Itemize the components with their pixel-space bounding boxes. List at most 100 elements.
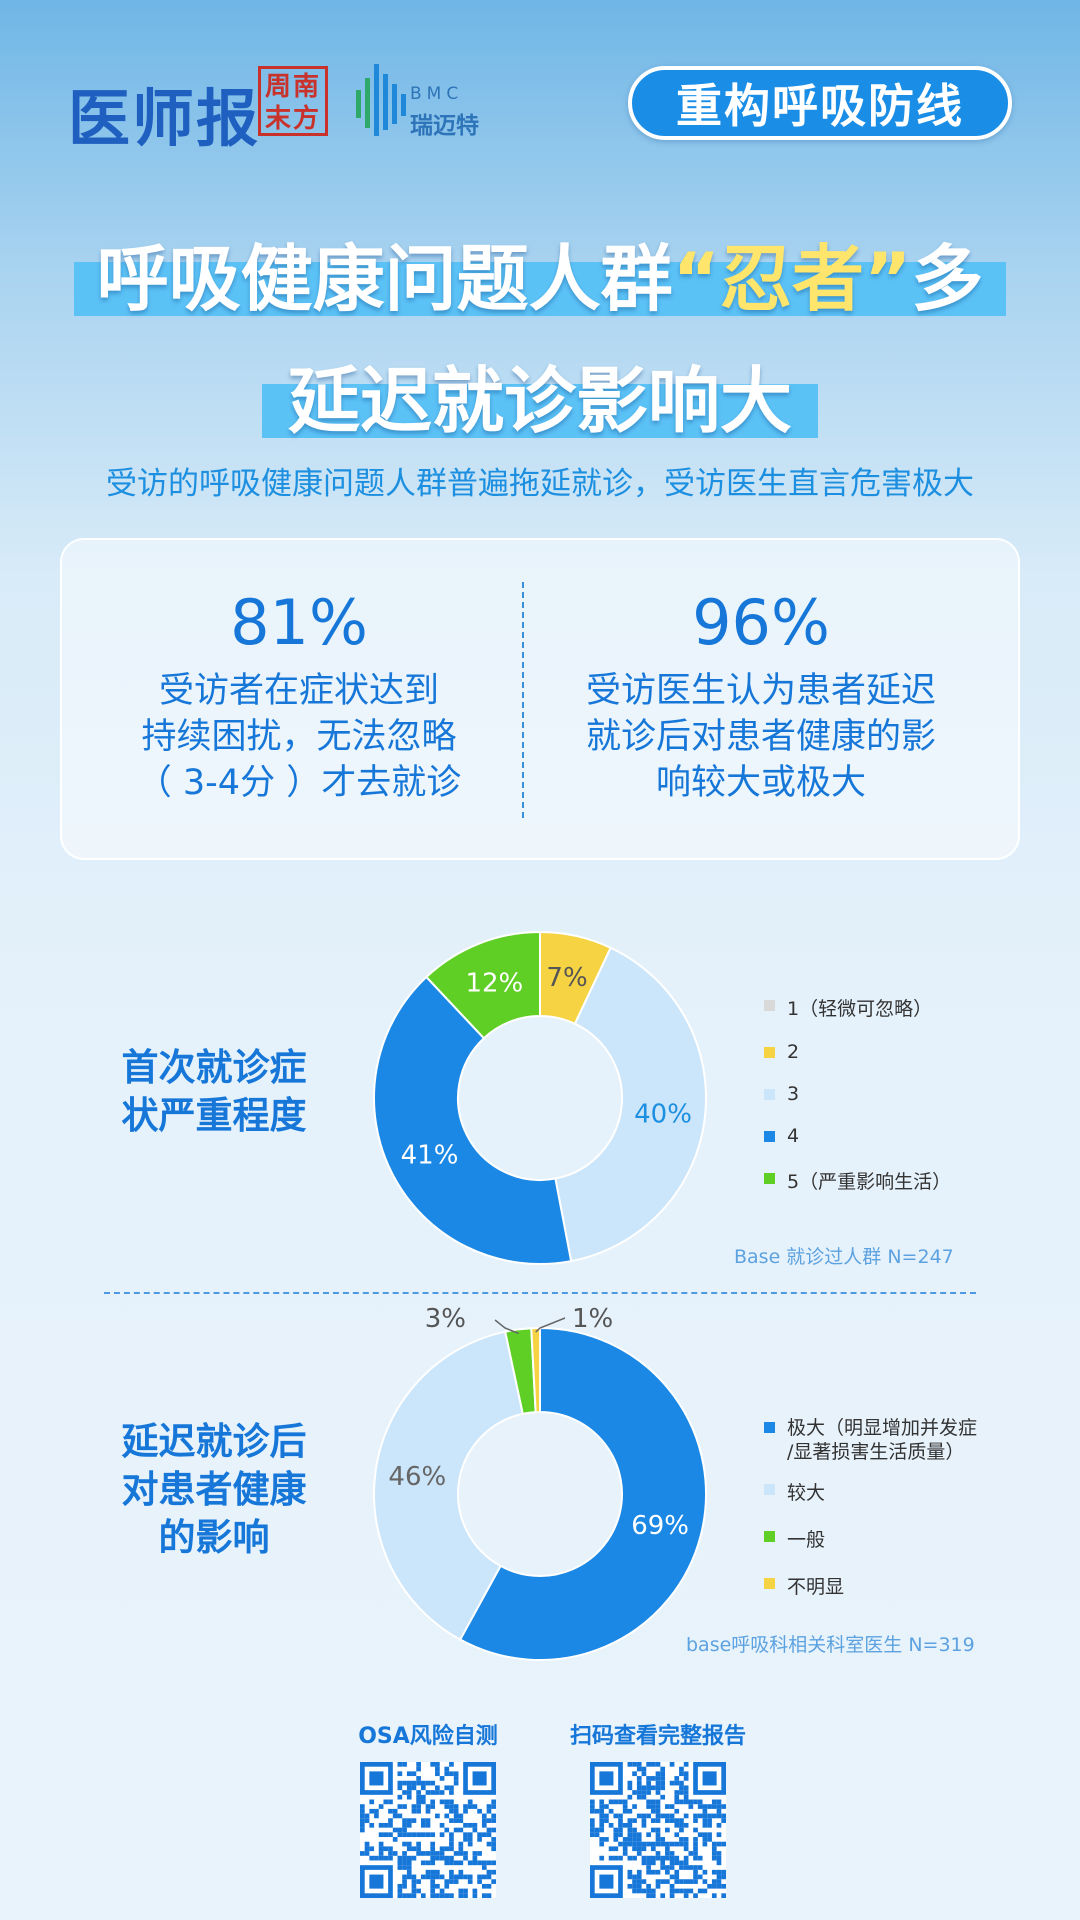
qr-module: [688, 1888, 694, 1894]
qr-module: [711, 1813, 717, 1819]
qr-module: [618, 1818, 623, 1823]
qr-module: [707, 1832, 712, 1838]
qr-module: [453, 1771, 459, 1777]
qr-module: [674, 1794, 680, 1800]
qr-module: [636, 1785, 642, 1791]
qr-module: [646, 1780, 651, 1786]
qr-module: [449, 1855, 454, 1861]
qr-module: [416, 1851, 421, 1856]
qr-module: [481, 1893, 487, 1898]
legend-swatch: [764, 1131, 775, 1142]
slice-label: 7%: [546, 963, 587, 993]
chart2-legend-item: 极大（明显增加并发症/显著损害生活质量）: [764, 1416, 977, 1464]
qr-module: [420, 1799, 426, 1805]
qr-module: [636, 1851, 642, 1856]
qr-module: [650, 1860, 656, 1866]
qr-module: [406, 1869, 412, 1875]
qr-module: [660, 1771, 666, 1777]
qr-module: [721, 1893, 726, 1898]
qr-module: [636, 1883, 642, 1889]
qr-code-icon[interactable]: [360, 1762, 496, 1898]
qr-module: [716, 1799, 722, 1805]
qr-module: [463, 1832, 468, 1838]
qr-module: [472, 1822, 478, 1828]
qr-module: [641, 1813, 647, 1819]
qr-module: [360, 1813, 365, 1819]
qr-module: [430, 1841, 436, 1847]
qr-module: [599, 1799, 605, 1805]
qr-module: [683, 1813, 689, 1819]
qr-module: [397, 1888, 403, 1894]
qr-module: [590, 1799, 595, 1805]
qr-module: [411, 1804, 417, 1809]
qr-module: [650, 1762, 656, 1767]
logo-bmc-cn: 瑞迈特: [410, 113, 479, 139]
qr-module: [472, 1804, 478, 1809]
qr-module: [383, 1799, 389, 1805]
qr-module: [406, 1841, 412, 1847]
qr-module: [650, 1841, 656, 1847]
qr-module: [622, 1846, 628, 1852]
qr-module: [660, 1785, 666, 1791]
chart2-legend-item: 不明显: [764, 1572, 977, 1599]
chart1-title-line: 状严重程度: [121, 1094, 307, 1137]
qr-label-report: 扫码查看完整报告: [569, 1724, 746, 1749]
qr-module: [660, 1813, 666, 1819]
qr-module: [486, 1883, 492, 1889]
qr-module: [627, 1883, 633, 1889]
qr-module: [632, 1883, 637, 1889]
qr-module: [444, 1893, 450, 1898]
qr-module: [458, 1841, 464, 1847]
qr-module: [711, 1855, 717, 1861]
qr-module: [463, 1822, 468, 1828]
qr-module: [669, 1855, 675, 1861]
qr-module: [683, 1822, 689, 1828]
qr-module: [627, 1869, 633, 1875]
qr-module: [360, 1804, 365, 1809]
qr-module: [467, 1841, 473, 1847]
qr-module: [594, 1832, 600, 1838]
qr-code-icon[interactable]: [590, 1762, 726, 1898]
qr-module: [679, 1799, 684, 1805]
qr-module: [449, 1790, 454, 1795]
qr-module: [674, 1822, 680, 1828]
qr-module: [430, 1762, 436, 1767]
qr-module: [430, 1893, 436, 1898]
qr-module: [397, 1780, 403, 1786]
legend-swatch: [764, 1173, 775, 1184]
qr-module: [481, 1883, 487, 1889]
logo-seal: 周南末方: [258, 66, 328, 136]
qr-module: [608, 1799, 614, 1805]
qr-module: [416, 1799, 421, 1805]
qr-module: [430, 1888, 436, 1894]
qr-module: [453, 1804, 459, 1809]
qr-module: [397, 1785, 403, 1791]
qr-module: [388, 1851, 393, 1856]
legend-label: 一般: [787, 1529, 826, 1551]
qr-module: [430, 1879, 436, 1884]
qr-module: [439, 1822, 445, 1828]
qr-module: [716, 1822, 722, 1828]
leader-line: [494, 1319, 519, 1335]
qr-module: [411, 1883, 417, 1889]
qr-module: [406, 1860, 412, 1866]
qr-module: [697, 1888, 703, 1894]
qr-module: [449, 1860, 454, 1866]
qr-module: [486, 1893, 492, 1898]
qr-module: [655, 1776, 661, 1781]
qr-module: [402, 1790, 407, 1795]
donut-slice: [373, 1330, 524, 1641]
qr-module: [702, 1832, 708, 1838]
qr-module: [660, 1860, 666, 1866]
qr-module: [721, 1869, 726, 1875]
subtitle: 受访的呼吸健康问题人群普遍拖延就诊，受访医生直言危害极大: [106, 466, 974, 502]
chart2-base-note: base呼吸科相关科室医生 N=319: [686, 1634, 975, 1656]
qr-module: [397, 1804, 403, 1809]
qr-module: [472, 1893, 478, 1898]
qr-module: [683, 1785, 689, 1791]
qr-module: [430, 1846, 436, 1852]
qr-module: [411, 1832, 417, 1838]
qr-module: [486, 1818, 492, 1823]
qr-module: [453, 1851, 459, 1856]
qr-module: [618, 1841, 623, 1847]
